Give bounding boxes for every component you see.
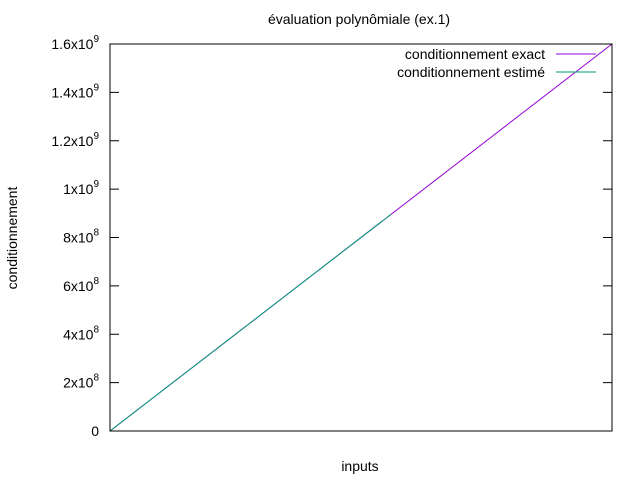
legend-label: conditionnement estimé <box>397 64 545 80</box>
y-tick-label: 0 <box>91 423 99 439</box>
series-line <box>109 213 392 432</box>
series-lines <box>109 43 613 432</box>
y-tick-label: 2x108 <box>63 373 99 391</box>
y-axis-label: conditionnement <box>4 187 20 290</box>
chart-title: évaluation polynômiale (ex.1) <box>268 11 450 27</box>
y-tick-label: 1x109 <box>63 179 99 197</box>
legend-label: conditionnement exact <box>405 46 545 62</box>
y-tick-label: 8x108 <box>63 228 99 246</box>
y-tick-label: 1.4x109 <box>51 82 99 100</box>
y-tick-label: 4x108 <box>63 324 99 342</box>
x-axis-label: inputs <box>341 458 378 474</box>
y-tick-label: 1.6x109 <box>51 34 99 52</box>
plot-frame <box>109 43 613 432</box>
y-axis-ticks: 0 2x108 4x108 6x108 8x108 1x109 1.2x109 1.4x109… <box>51 34 612 439</box>
y-tick-label: 1.2x109 <box>51 131 99 149</box>
y-tick-label: 6x108 <box>63 276 99 294</box>
legend: conditionnement exact conditionnement est… <box>397 46 596 80</box>
